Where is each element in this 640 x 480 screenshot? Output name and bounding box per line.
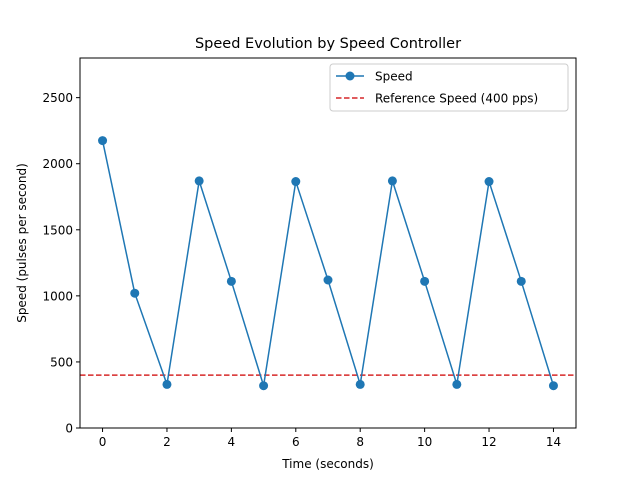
y-tick-label: 2000 — [42, 157, 73, 171]
speed-data-point — [516, 276, 526, 286]
x-axis-label: Time (seconds) — [281, 457, 374, 471]
y-tick-label: 0 — [65, 422, 73, 436]
y-tick-label: 1500 — [42, 223, 73, 237]
legend: Speed Reference Speed (400 pps) — [329, 63, 569, 112]
speed-data-point — [452, 379, 462, 389]
y-tick-label: 1000 — [42, 289, 73, 303]
plot-layer — [80, 136, 576, 391]
x-tick-label: 8 — [356, 435, 364, 449]
x-tick-label: 6 — [292, 435, 300, 449]
y-tick-label: 500 — [50, 355, 73, 369]
speed-data-point — [548, 381, 558, 391]
x-tick-label: 4 — [228, 435, 236, 449]
speed-data-point — [323, 275, 333, 285]
speed-data-point — [162, 379, 172, 389]
speed-data-point — [130, 288, 140, 298]
x-tick-label: 12 — [481, 435, 496, 449]
x-tick-label: 14 — [546, 435, 561, 449]
axes-frame — [79, 57, 577, 429]
speed-data-point — [484, 177, 494, 187]
x-tick-label: 0 — [99, 435, 107, 449]
x-tick-label: 10 — [417, 435, 432, 449]
speed-data-point — [387, 176, 397, 186]
speed-data-point — [291, 177, 301, 187]
ticks-layer: 0 2 4 6 8 10 12 14 0 500 1000 1500 2000 2500 — [42, 91, 561, 449]
legend-speed-label: Speed — [375, 70, 413, 84]
speed-data-point — [226, 276, 236, 286]
y-axis-label: Speed (pulses per second) — [15, 163, 29, 323]
chart-title: Speed Evolution by Speed Controller — [195, 36, 461, 52]
legend-box — [329, 63, 569, 112]
speed-data-point — [259, 381, 269, 391]
y-tick-label: 2500 — [42, 91, 73, 105]
legend-reference-label: Reference Speed (400 pps) — [375, 92, 538, 106]
x-tick-label: 2 — [163, 435, 171, 449]
speed-data-point — [194, 176, 204, 186]
speed-data-point — [420, 276, 430, 286]
legend-speed-marker — [345, 71, 355, 81]
speed-data-point — [98, 136, 108, 146]
speed-data-point — [355, 379, 365, 389]
